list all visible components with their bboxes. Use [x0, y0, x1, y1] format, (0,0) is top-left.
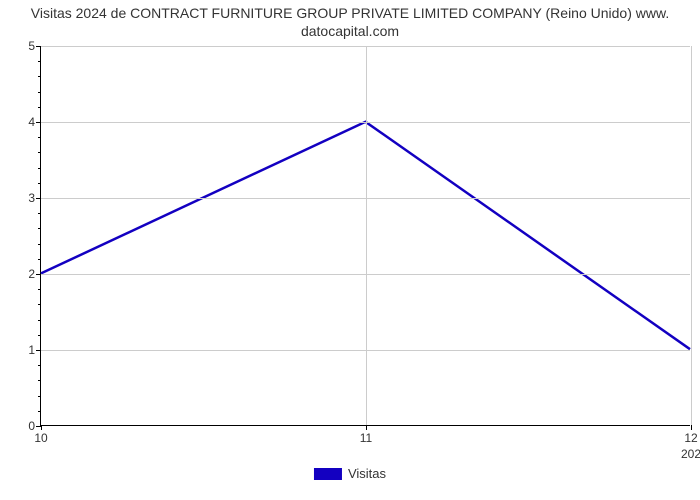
ytick-minor: [38, 76, 41, 77]
ytick-mark: [36, 350, 41, 351]
gridline-v: [691, 46, 692, 425]
chart-container: Visitas 2024 de CONTRACT FURNITURE GROUP…: [0, 0, 700, 500]
ytick-minor: [38, 92, 41, 93]
ytick-mark: [36, 198, 41, 199]
ytick-minor: [38, 335, 41, 336]
ytick-mark: [36, 46, 41, 47]
ytick-minor: [38, 259, 41, 260]
ytick-mark: [36, 122, 41, 123]
chart-title: Visitas 2024 de CONTRACT FURNITURE GROUP…: [0, 4, 700, 40]
chart-title-line1: Visitas 2024 de CONTRACT FURNITURE GROUP…: [31, 5, 669, 21]
ytick-minor: [38, 244, 41, 245]
ytick-label: 4: [28, 115, 35, 129]
chart-title-line2: datocapital.com: [301, 23, 399, 39]
legend: Visitas: [314, 466, 386, 481]
ytick-minor: [38, 183, 41, 184]
xtick-mark: [366, 425, 367, 430]
gridline-v: [366, 46, 367, 425]
ytick-minor: [38, 380, 41, 381]
ytick-minor: [38, 396, 41, 397]
second-x-label: 202: [681, 447, 700, 461]
xtick-mark: [41, 425, 42, 430]
ytick-minor: [38, 213, 41, 214]
legend-label: Visitas: [348, 466, 386, 481]
ytick-label: 5: [28, 39, 35, 53]
xtick-label: 12: [684, 431, 697, 445]
ytick-minor: [38, 107, 41, 108]
ytick-minor: [38, 137, 41, 138]
ytick-minor: [38, 320, 41, 321]
ytick-minor: [38, 228, 41, 229]
ytick-minor: [38, 168, 41, 169]
ytick-label: 2: [28, 267, 35, 281]
ytick-minor: [38, 365, 41, 366]
ytick-label: 1: [28, 343, 35, 357]
ytick-mark: [36, 274, 41, 275]
ytick-minor: [38, 289, 41, 290]
ytick-minor: [38, 411, 41, 412]
xtick-label: 11: [360, 431, 372, 445]
xtick-label: 10: [34, 431, 47, 445]
ytick-minor: [38, 61, 41, 62]
legend-swatch: [314, 468, 342, 480]
plot-area: 012345101112202: [40, 46, 690, 426]
ytick-label: 3: [28, 191, 35, 205]
ytick-minor: [38, 304, 41, 305]
ytick-minor: [38, 152, 41, 153]
xtick-mark: [691, 425, 692, 430]
